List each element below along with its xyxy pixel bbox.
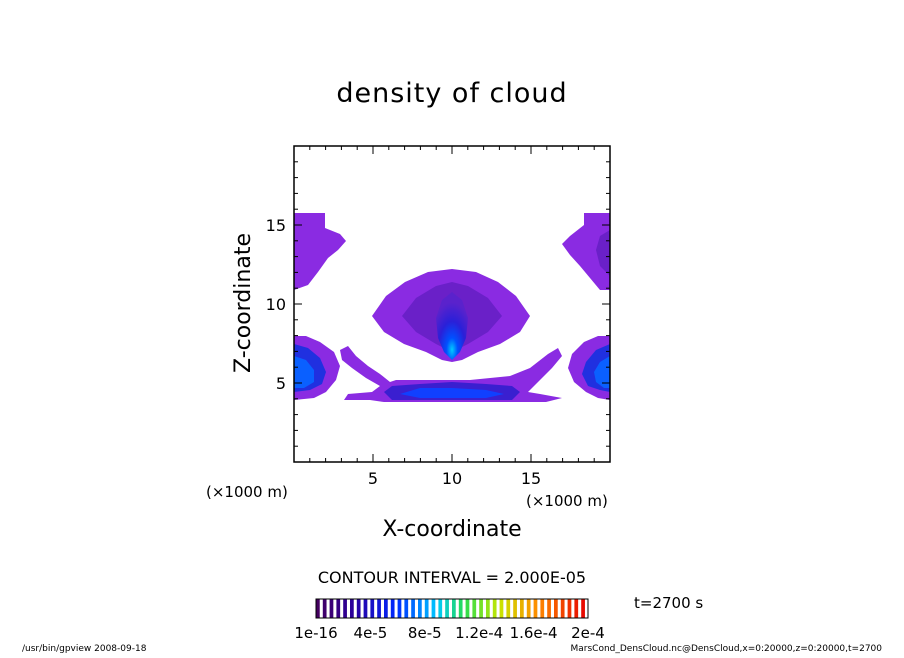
colorbar-segment: [404, 599, 409, 618]
x-axis-unit: (×1000 m): [526, 492, 608, 510]
colorbar-segment: [445, 599, 449, 618]
colorbar-segment: [418, 599, 422, 618]
colorbar-segment: [554, 599, 558, 618]
footer-right: MarsCond_DensCloud.nc@DensCloud,x=0:2000…: [571, 644, 883, 654]
colorbar: [316, 599, 585, 618]
cloud-region-upper-left: [294, 213, 346, 290]
footer-left: /usr/bin/gpview 2008-09-18: [22, 644, 147, 654]
colorbar-label: 8e-5: [408, 624, 442, 642]
colorbar-segment: [350, 599, 354, 618]
x-axis-label: X-coordinate: [382, 517, 521, 542]
colorbar-segment: [411, 599, 415, 618]
colorbar-segment: [574, 599, 579, 618]
colorbar-segment: [479, 599, 483, 618]
colorbar-segment: [567, 599, 572, 618]
colorbar-segment: [343, 599, 347, 618]
colorbar-segment: [370, 599, 375, 618]
contour-interval: CONTOUR INTERVAL = 2.000E-05: [318, 568, 586, 587]
colorbar-segment: [540, 599, 545, 618]
colorbar-segment: [390, 599, 395, 618]
colorbar-segment: [560, 599, 565, 618]
x-tick-label: 5: [368, 469, 378, 488]
colorbar-frame: [315, 598, 589, 619]
colorbar-segment: [499, 599, 504, 618]
cloud-density-field: [294, 213, 610, 402]
y-tick-label: 15: [266, 216, 286, 235]
colorbar-segment: [363, 599, 368, 618]
colorbar-segment: [513, 599, 517, 618]
colorbar-segment: [533, 599, 538, 618]
cloud-region-right-mid-peak: [594, 356, 610, 388]
colorbar-segment: [547, 599, 551, 618]
colorbar-label: 4e-5: [354, 624, 388, 642]
colorbar-label: 1.6e-4: [510, 624, 558, 642]
cloud-region-upper-right: [562, 213, 610, 290]
colorbar-label: 1e-16: [294, 624, 337, 642]
colorbar-segment: [492, 599, 497, 618]
colorbar-segment: [452, 599, 456, 618]
tick-labels: 5 10 15 5 10 15: [266, 216, 542, 488]
colorbar-segment: [465, 599, 470, 618]
colorbar-segment: [581, 599, 585, 618]
colorbar-segment: [520, 599, 524, 618]
cloud-region-lower-band-peak: [400, 388, 504, 398]
z-axis-unit: (×1000 m): [206, 483, 288, 501]
x-tick-label: 10: [442, 469, 462, 488]
colorbar-labels: 1e-16 4e-5 8e-5 1.2e-4 1.6e-4 2e-4: [294, 624, 605, 642]
y-tick-label: 5: [276, 374, 286, 393]
y-tick-label: 10: [266, 295, 286, 314]
colorbar-segment: [424, 599, 429, 618]
colorbar-label: 2e-4: [571, 624, 605, 642]
colorbar-segment: [431, 599, 436, 618]
colorbar-segment: [397, 599, 402, 618]
cloud-region-upper-right-inner: [596, 230, 610, 276]
colorbar-segment: [322, 599, 327, 618]
chart-title: density of cloud: [336, 78, 567, 109]
cloud-region-left-mid-peak: [294, 356, 314, 388]
colorbar-segment: [486, 599, 490, 618]
colorbar-segment: [438, 599, 443, 618]
colorbar-segment: [316, 599, 320, 618]
colorbar-segment: [384, 599, 388, 618]
colorbar-segment: [356, 599, 361, 618]
colorbar-segment: [472, 599, 477, 618]
colorbar-segment: [458, 599, 463, 618]
colorbar-segment: [506, 599, 511, 618]
colorbar-segment: [526, 599, 531, 618]
x-tick-label: 15: [521, 469, 541, 488]
time-label: t=2700 s: [634, 594, 703, 612]
cloud-region-center-core: [436, 292, 468, 360]
colorbar-segment: [377, 599, 381, 618]
colorbar-segment: [336, 599, 341, 618]
y-axis-label: Z-coordinate: [231, 233, 256, 373]
colorbar-segment: [329, 599, 334, 618]
colorbar-label: 1.2e-4: [455, 624, 503, 642]
axis-ticks: [294, 146, 610, 462]
